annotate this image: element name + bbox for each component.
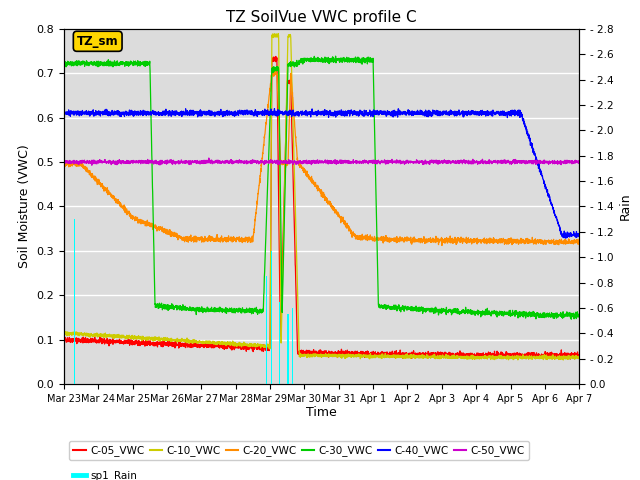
Bar <box>74 219 75 384</box>
Bar <box>287 314 289 384</box>
Y-axis label: Rain: Rain <box>619 192 632 220</box>
Bar <box>278 301 280 384</box>
Title: TZ SoilVue VWC profile C: TZ SoilVue VWC profile C <box>227 10 417 25</box>
Bar <box>271 251 273 384</box>
Bar <box>292 308 293 384</box>
Legend: sp1_Rain: sp1_Rain <box>69 466 141 480</box>
Y-axis label: Soil Moisture (VWC): Soil Moisture (VWC) <box>18 144 31 268</box>
Bar <box>266 276 268 384</box>
Text: TZ_sm: TZ_sm <box>77 35 118 48</box>
X-axis label: Time: Time <box>306 407 337 420</box>
